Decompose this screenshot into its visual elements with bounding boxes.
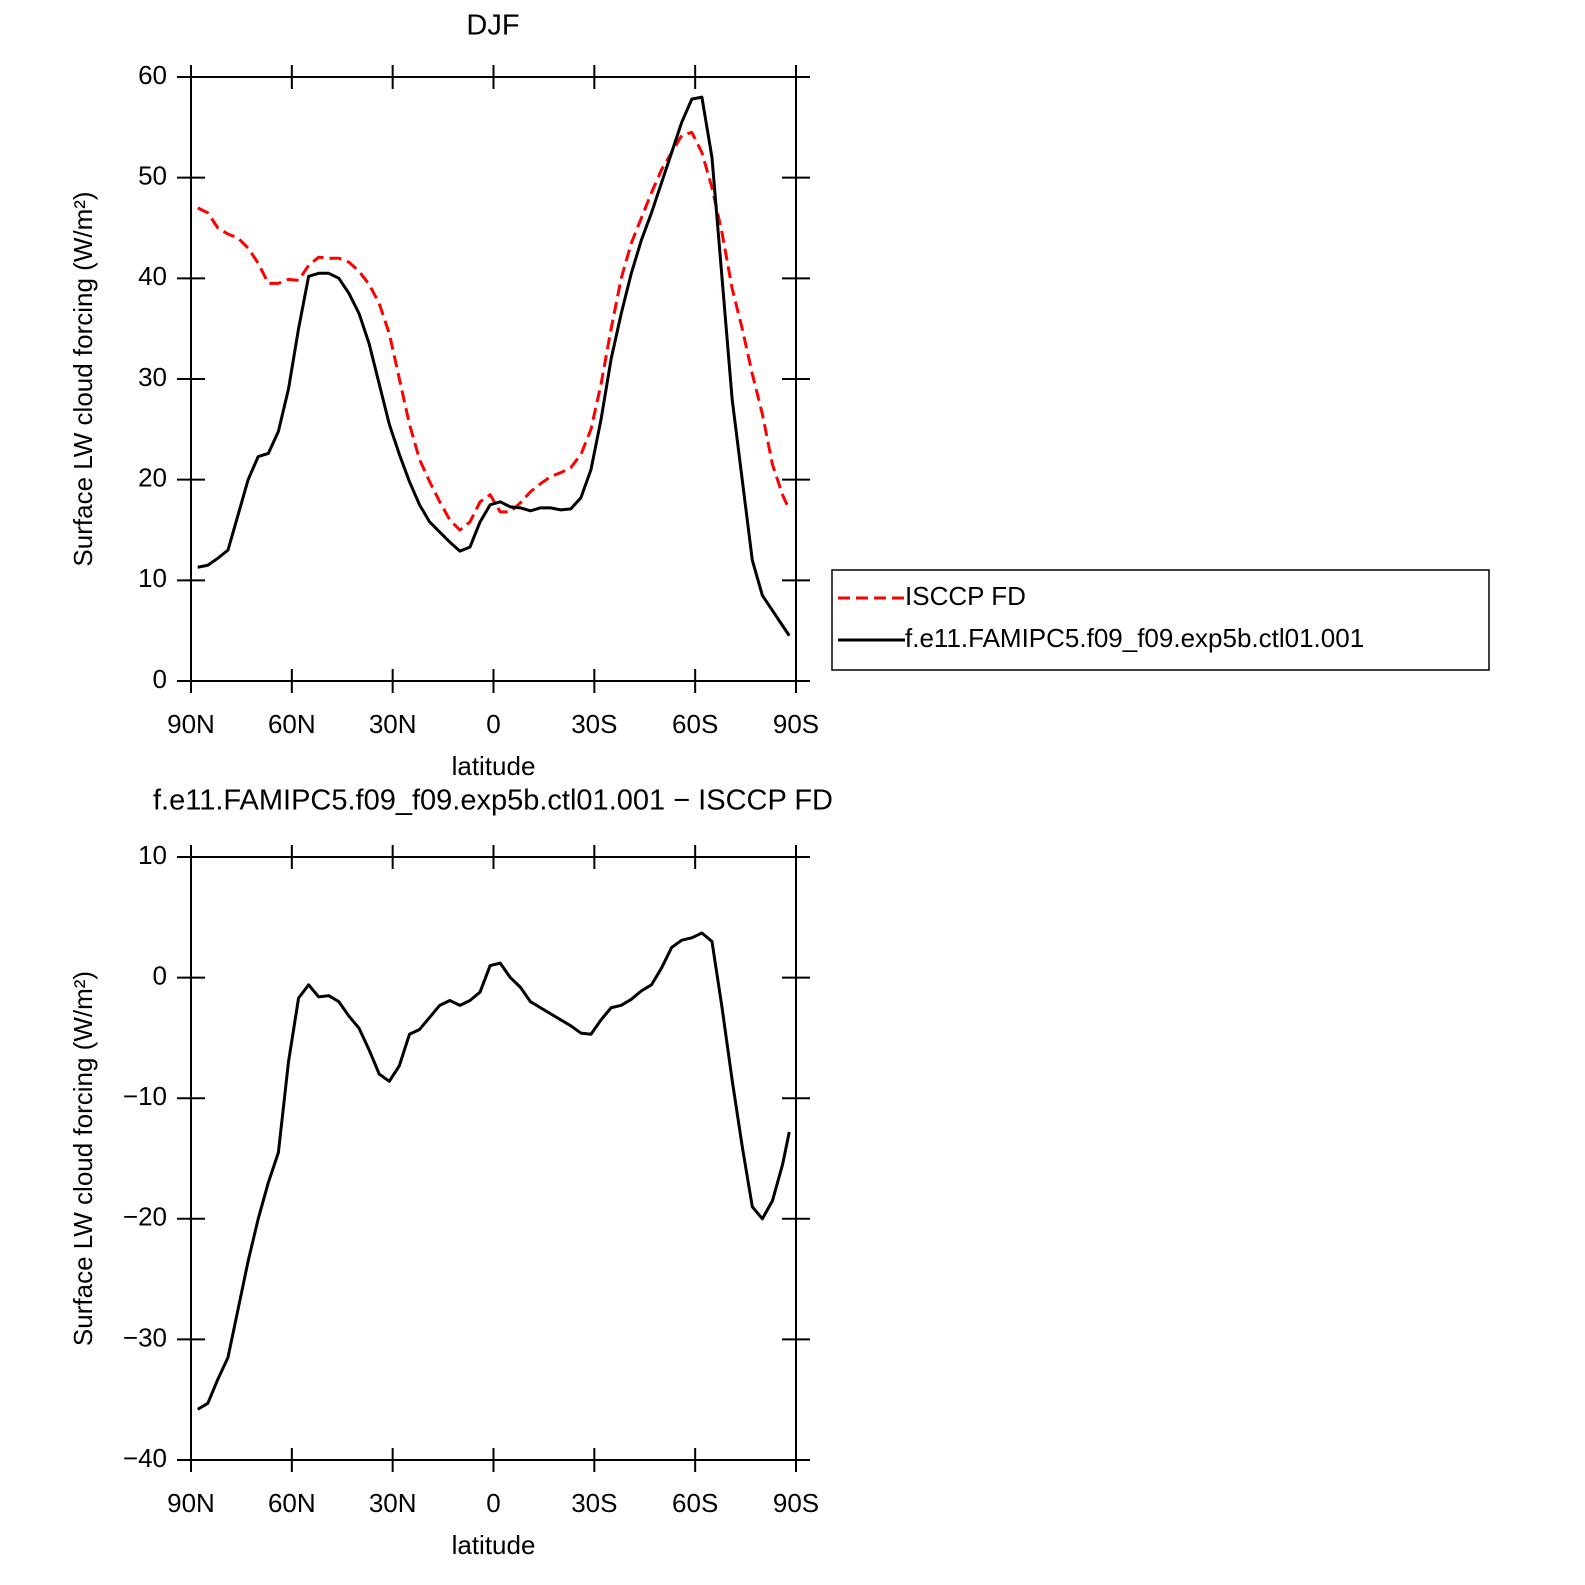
y-tick-label: 0 bbox=[153, 960, 167, 990]
legend-label: ISCCP FD bbox=[905, 581, 1026, 611]
x-tick-label: 0 bbox=[486, 1488, 500, 1518]
y-tick-label: −10 bbox=[123, 1081, 167, 1111]
x-tick-label: 60S bbox=[672, 1488, 718, 1518]
y-tick-label: −30 bbox=[123, 1322, 167, 1352]
x-axis-label: latitude bbox=[452, 751, 536, 781]
x-axis-label: latitude bbox=[452, 1530, 536, 1560]
x-tick-label: 60N bbox=[268, 1488, 316, 1518]
x-tick-label: 60S bbox=[672, 709, 718, 739]
y-tick-label: 50 bbox=[138, 161, 167, 191]
y-tick-label: −40 bbox=[123, 1443, 167, 1473]
x-tick-label: 90S bbox=[773, 1488, 819, 1518]
x-tick-label: 90N bbox=[167, 709, 215, 739]
y-tick-label: 10 bbox=[138, 840, 167, 870]
series-line bbox=[196, 931, 791, 1411]
x-tick-label: 90S bbox=[773, 709, 819, 739]
x-tick-label: 60N bbox=[268, 709, 316, 739]
chart-title: DJF bbox=[466, 10, 519, 42]
series-line bbox=[197, 130, 791, 532]
chart-title: f.e11.FAMIPC5.f09_f09.exp5b.ctl01.001 − … bbox=[153, 785, 833, 817]
y-tick-label: 20 bbox=[138, 463, 167, 493]
series-line bbox=[197, 95, 791, 637]
x-tick-label: 0 bbox=[486, 709, 500, 739]
legend-box bbox=[831, 569, 1490, 671]
y-tick-label: −20 bbox=[123, 1202, 167, 1232]
y-tick-label: 30 bbox=[138, 362, 167, 392]
y-tick-label: 10 bbox=[138, 563, 167, 593]
legend-label: f.e11.FAMIPC5.f09_f09.exp5b.ctl01.001 bbox=[905, 623, 1364, 653]
y-tick-label: 0 bbox=[153, 664, 167, 694]
x-tick-label: 30N bbox=[369, 709, 417, 739]
y-tick-label: 40 bbox=[138, 261, 167, 291]
x-tick-label: 30S bbox=[571, 1488, 617, 1518]
y-axis-label: Surface LW cloud forcing (W/m²) bbox=[68, 191, 98, 566]
plot-frame bbox=[190, 856, 797, 1461]
x-tick-label: 30N bbox=[369, 1488, 417, 1518]
x-tick-label: 30S bbox=[571, 709, 617, 739]
y-tick-label: 60 bbox=[138, 60, 167, 90]
x-tick-label: 90N bbox=[167, 1488, 215, 1518]
y-axis-label: Surface LW cloud forcing (W/m²) bbox=[68, 971, 98, 1346]
